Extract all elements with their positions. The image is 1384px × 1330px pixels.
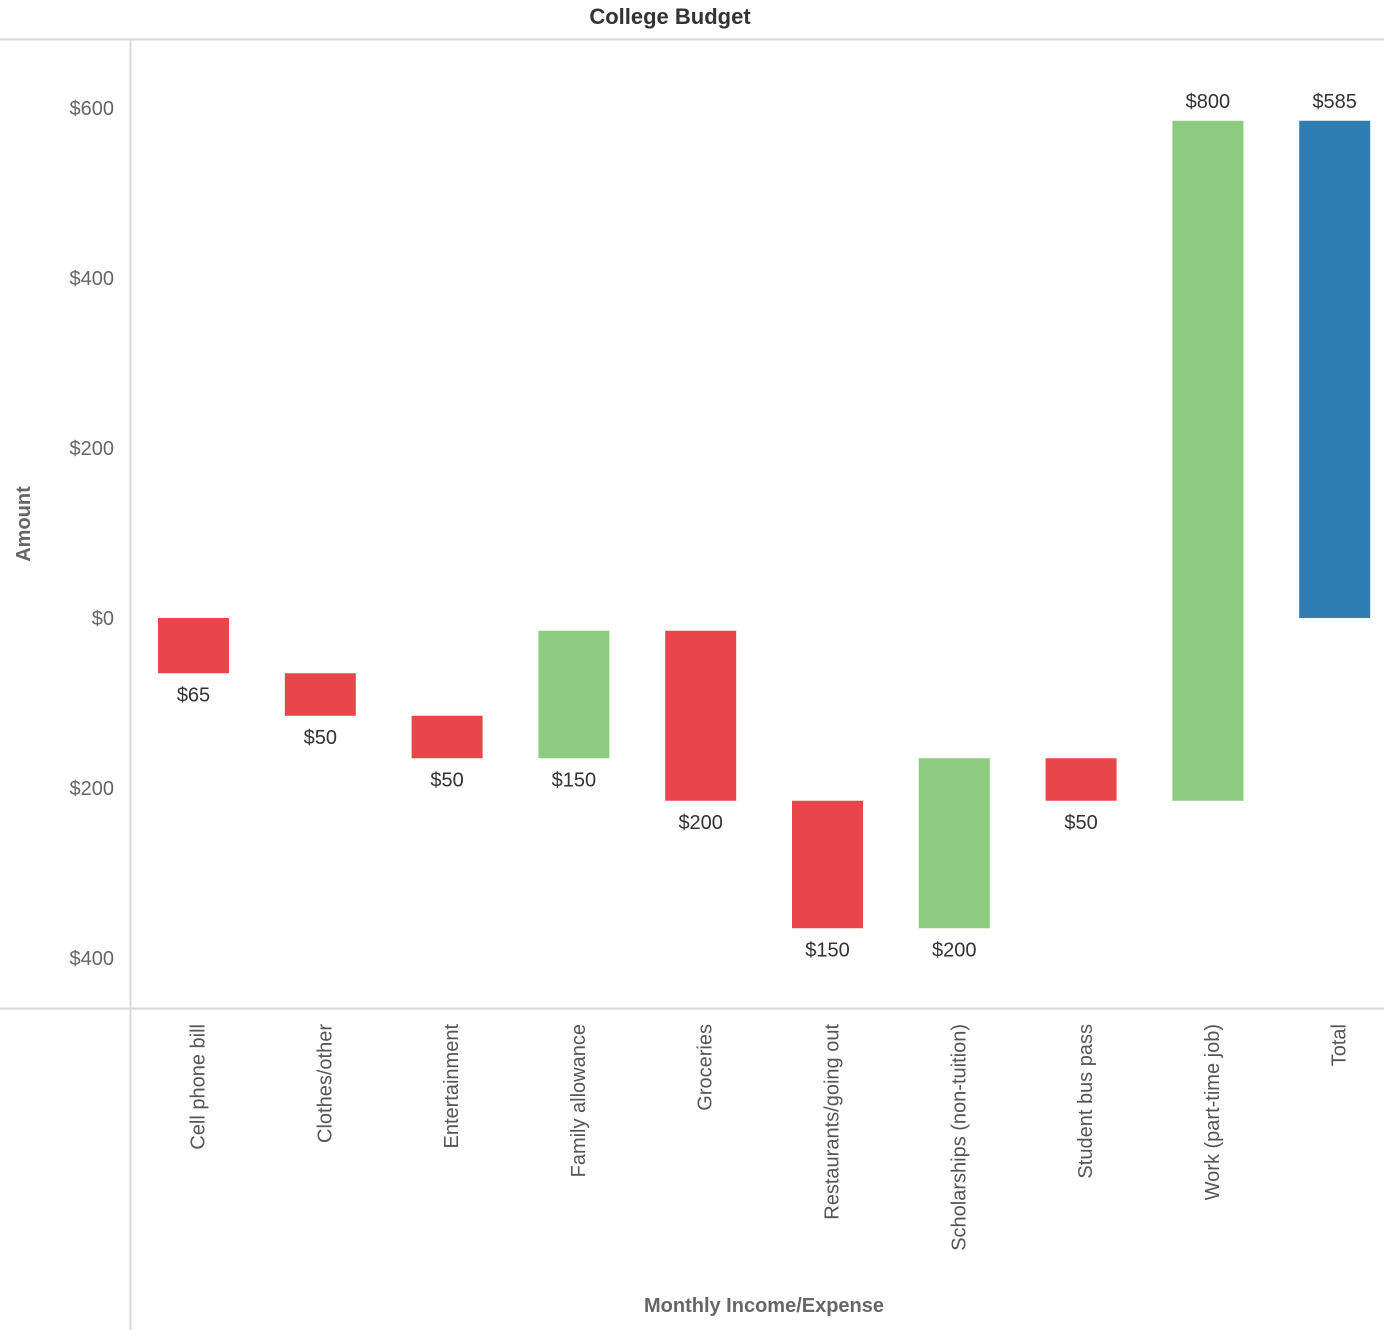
x-tick-label: Work (part-time job) xyxy=(1202,1024,1224,1200)
y-tick-label: $600 xyxy=(70,98,115,120)
bar-total[interactable] xyxy=(1299,120,1371,618)
data-label: $50 xyxy=(304,727,337,749)
x-axis-title: Monthly Income/Expense xyxy=(644,1295,884,1317)
x-tick-label: Student bus pass xyxy=(1075,1024,1097,1179)
data-label: $585 xyxy=(1312,91,1357,113)
x-tick-label: Cell phone bill xyxy=(188,1024,210,1150)
y-tick-label: $0 xyxy=(92,608,114,630)
x-tick-label: Scholarships (non-tuition) xyxy=(948,1024,970,1251)
bar-expense[interactable] xyxy=(158,618,229,674)
bar-expense[interactable] xyxy=(411,715,483,759)
data-label: $800 xyxy=(1186,91,1231,113)
bar-expense[interactable] xyxy=(284,673,356,716)
y-tick-label: $400 xyxy=(70,268,115,290)
x-tick-label: Entertainment xyxy=(441,1024,463,1149)
y-tick-label: $400 xyxy=(70,948,115,970)
data-label: $150 xyxy=(552,769,597,791)
bar-expense[interactable] xyxy=(1045,758,1117,801)
data-label: $50 xyxy=(1064,812,1097,834)
x-tick-label: Groceries xyxy=(695,1024,717,1111)
x-tick-label: Restaurants/going out xyxy=(822,1024,844,1220)
bar-expense[interactable] xyxy=(792,800,863,929)
y-tick-label: $200 xyxy=(70,438,115,460)
data-label: $200 xyxy=(678,812,723,834)
y-axis-title: Amount xyxy=(13,486,35,562)
bar-income[interactable] xyxy=(1172,120,1244,801)
data-label: $50 xyxy=(430,769,463,791)
data-label: $150 xyxy=(805,939,850,961)
bar-expense[interactable] xyxy=(665,630,737,801)
x-tick-label: Clothes/other xyxy=(314,1024,336,1143)
data-label: $200 xyxy=(932,939,977,961)
bar-income[interactable] xyxy=(538,630,610,759)
y-tick-label: $200 xyxy=(70,778,115,800)
x-tick-label: Family allowance xyxy=(568,1024,590,1177)
data-label: $65 xyxy=(177,684,210,706)
bar-income[interactable] xyxy=(918,758,990,929)
x-tick-label: Total xyxy=(1329,1024,1351,1066)
chart-title: College Budget xyxy=(589,4,751,29)
